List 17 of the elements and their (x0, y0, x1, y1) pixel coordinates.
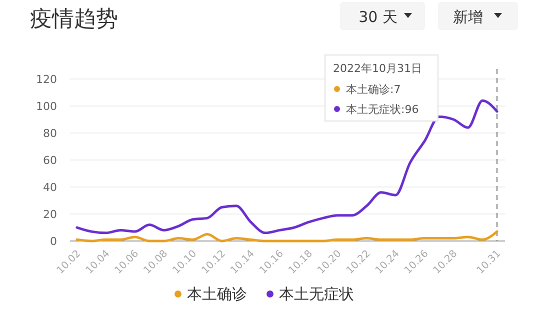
y-tick-label: 100 (36, 100, 57, 113)
metric-dropdown: 新增 (438, 2, 518, 30)
chart-title: 疫情趋势 (30, 7, 118, 32)
tooltip: 2022年10月31日 本土确诊:7 本土无症状:96 (324, 54, 438, 122)
line-series (76, 99, 498, 234)
y-tick-label: 60 (43, 154, 57, 167)
range-dropdown: 30 天 (340, 2, 425, 30)
line-series (76, 230, 498, 242)
y-tick-label: 80 (43, 127, 57, 140)
legend-label: 本土无症状 (279, 285, 354, 303)
legend-label: 本土确诊 (187, 285, 247, 303)
y-tick-label: 0 (50, 235, 57, 248)
y-tick-label: 120 (36, 73, 57, 86)
y-tick-label: 40 (43, 181, 57, 194)
annotation: 本土无症状:96 (346, 103, 419, 116)
y-tick-label: 20 (43, 208, 57, 221)
annotation: 本土确诊:7 (346, 83, 401, 96)
